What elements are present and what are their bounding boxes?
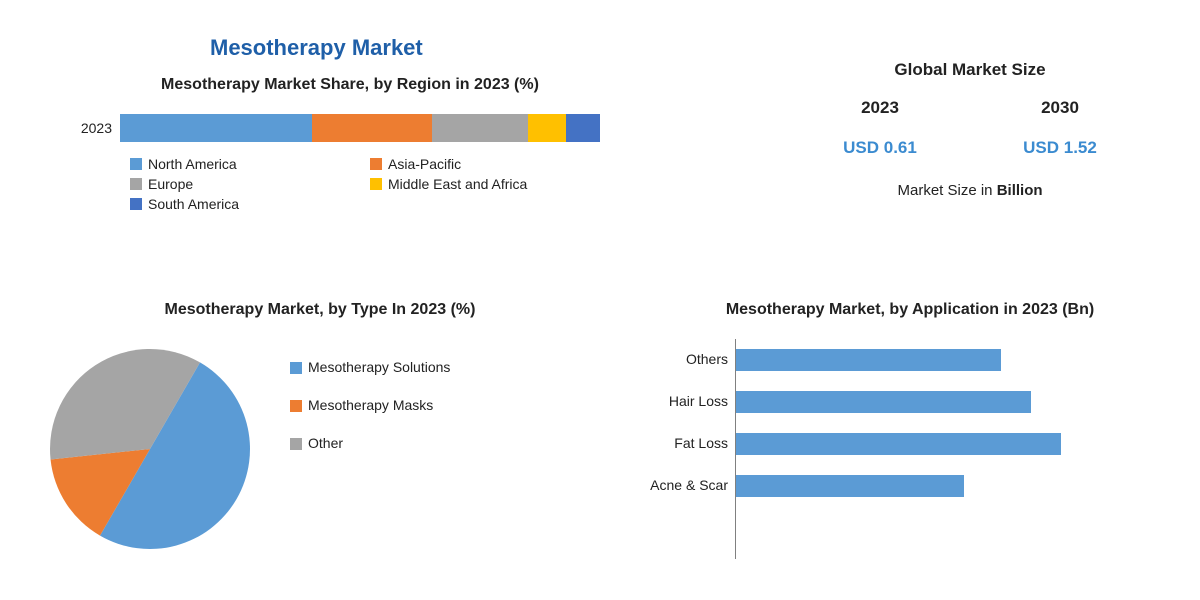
stacked-segment (566, 114, 600, 142)
legend-item: Other (290, 435, 470, 451)
stacked-segment (528, 114, 566, 142)
legend-label: Mesotherapy Masks (308, 397, 433, 413)
legend-label: Asia-Pacific (388, 156, 461, 172)
legend-item: Mesotherapy Solutions (290, 359, 470, 375)
gms-note-prefix: Market Size in (897, 182, 996, 199)
page-title: Mesotherapy Market (210, 35, 423, 61)
stacked-bar (120, 114, 600, 142)
gms-col-2030: 2030 USD 1.52 (985, 98, 1135, 158)
y-axis-line (735, 339, 736, 559)
legend-swatch (290, 362, 302, 374)
legend-label: Mesotherapy Solutions (308, 359, 450, 375)
pie-chart-title: Mesotherapy Market, by Type In 2023 (%) (120, 300, 520, 321)
hbar (735, 391, 1031, 413)
legend-item: Middle East and Africa (370, 176, 610, 192)
legend-swatch (370, 158, 382, 170)
gms-note: Market Size in Billion (790, 182, 1150, 199)
region-legend: North America Asia-Pacific Europe Middle Ea… (130, 156, 610, 216)
gms-value-0: USD 0.61 (805, 138, 955, 158)
legend-item: Asia-Pacific (370, 156, 610, 172)
legend-item: North America (130, 156, 370, 172)
stacked-segment (120, 114, 312, 142)
legend-swatch (130, 198, 142, 210)
hbar (735, 349, 1001, 371)
global-market-size-block: Global Market Size 2023 USD 0.61 2030 US… (790, 60, 1150, 199)
hbar-label: Fat Loss (640, 435, 728, 451)
type-pie-chart: Mesotherapy Market, by Type In 2023 (%) … (40, 300, 600, 559)
legend-swatch (130, 178, 142, 190)
stacked-segment (432, 114, 528, 142)
gms-col-2023: 2023 USD 0.61 (805, 98, 955, 158)
legend-swatch (370, 178, 382, 190)
legend-item: Mesotherapy Masks (290, 397, 470, 413)
hbar-label: Acne & Scar (640, 477, 728, 493)
hbar-row (735, 465, 1180, 507)
legend-label: Other (308, 435, 343, 451)
gms-value-1: USD 1.52 (985, 138, 1135, 158)
region-chart-title: Mesotherapy Market Share, by Region in 2… (70, 75, 630, 96)
region-share-chart: Mesotherapy Market Share, by Region in 2… (70, 75, 630, 216)
hbar-row (735, 423, 1180, 465)
gms-note-bold: Billion (997, 182, 1043, 199)
app-chart-title: Mesotherapy Market, by Application in 20… (640, 300, 1180, 321)
gms-year-0: 2023 (805, 98, 955, 118)
pie-svg (40, 339, 260, 559)
legend-label: Europe (148, 176, 193, 192)
legend-swatch (290, 400, 302, 412)
legend-label: South America (148, 196, 239, 212)
application-bar-chart: Mesotherapy Market, by Application in 20… (640, 300, 1180, 559)
legend-swatch (130, 158, 142, 170)
hbar (735, 433, 1061, 455)
hbar-label: Others (640, 351, 728, 367)
legend-item: Europe (130, 176, 370, 192)
hbar-row (735, 339, 1180, 381)
hbar-row (735, 381, 1180, 423)
gms-year-1: 2030 (985, 98, 1135, 118)
legend-swatch (290, 438, 302, 450)
pie-legend: Mesotherapy Solutions Mesotherapy Masks Ot… (290, 359, 470, 473)
hbar (735, 475, 964, 497)
hbar-label: Hair Loss (640, 393, 728, 409)
legend-item: South America (130, 196, 370, 212)
legend-label: North America (148, 156, 237, 172)
stacked-bar-row: 2023 (70, 114, 630, 142)
legend-label: Middle East and Africa (388, 176, 527, 192)
stacked-segment (312, 114, 432, 142)
gms-title: Global Market Size (790, 60, 1150, 80)
hbar-area: Others Hair Loss Fat Loss Acne & Scar (640, 339, 1180, 559)
stacked-bar-year-label: 2023 (70, 120, 120, 136)
